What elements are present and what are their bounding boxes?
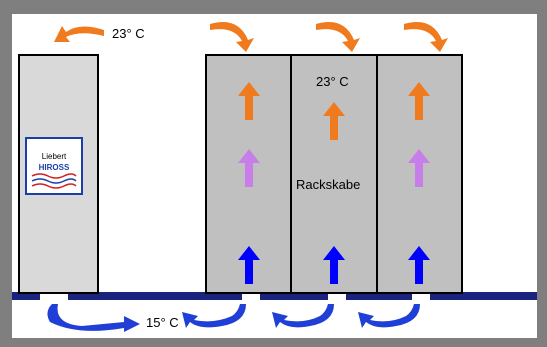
exhaust-arrows (210, 22, 448, 52)
floor-flow-arrow-icon (272, 304, 334, 328)
exhaust-arrow-icon (210, 22, 254, 52)
floor-opening (40, 292, 68, 300)
top-temperature-label: 23° C (112, 26, 145, 41)
floor-airflow-arrows (47, 304, 420, 332)
logo-text-hiross: HIROSS (39, 163, 70, 172)
raised-floor (12, 292, 537, 300)
exhaust-arrow-icon (404, 22, 448, 52)
floor-opening (328, 292, 346, 300)
floor-temperature-label: 15° C (146, 315, 179, 330)
floor-flow-arrow-icon (358, 304, 420, 328)
liebert-hiross-logo: Liebert HIROSS (25, 137, 83, 195)
floor-opening (412, 292, 430, 300)
logo-text-liebert: Liebert (42, 152, 67, 161)
floor-flow-arrow-icon (182, 304, 246, 328)
rack-temperature-label: 23° C (316, 74, 349, 89)
rack-name-label: Rackskabe (296, 177, 360, 192)
floor-flow-arrow-icon (47, 304, 140, 332)
floor-opening (242, 292, 260, 300)
return-air-arrow-icon (54, 26, 104, 42)
exhaust-arrow-icon (316, 22, 360, 52)
